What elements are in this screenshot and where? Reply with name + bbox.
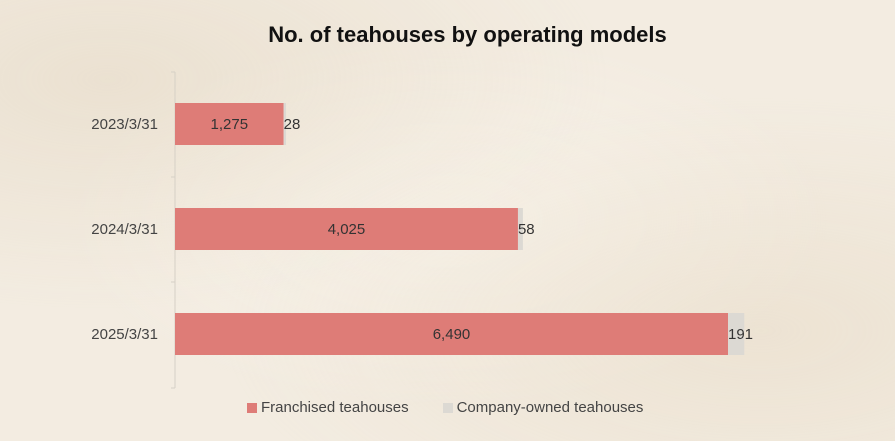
bar-franchised: [175, 208, 518, 250]
bar-company-owned: [728, 313, 745, 355]
category-axis-ticks: [171, 71, 175, 389]
category-label: 2023/3/31: [91, 116, 158, 133]
legend-swatch-company-owned: [442, 402, 453, 413]
value-label-company-owned: 28: [284, 116, 301, 133]
value-label-franchised: 1,275: [211, 116, 249, 133]
category-label: 2024/3/31: [91, 221, 158, 238]
legend-item-franchised: Franchised teahouses: [247, 399, 409, 416]
value-label-franchised: 6,490: [433, 326, 471, 343]
value-labels: 1,275 28 4,025 58 6,490 191: [211, 116, 753, 343]
legend: Franchised teahouses Company-owned teaho…: [247, 399, 643, 416]
value-label-company-owned: 58: [518, 221, 535, 238]
bar-franchised: [175, 103, 284, 145]
bar-company-owned: [283, 103, 287, 145]
category-labels: 2023/3/31 2024/3/31 2025/3/31: [91, 116, 158, 343]
bar-company-owned: [517, 208, 523, 250]
legend-label-company-owned: Company-owned teahouses: [456, 399, 644, 416]
legend-label-franchised: Franchised teahouses: [261, 399, 409, 416]
bars-group: [175, 103, 745, 355]
legend-item-company-owned: Company-owned teahouses: [442, 399, 644, 416]
value-label-company-owned: 191: [728, 326, 753, 343]
bar-franchised: [175, 313, 728, 355]
legend-swatch-franchised: [247, 402, 257, 413]
category-label: 2025/3/31: [91, 326, 158, 343]
value-label-franchised: 4,025: [328, 221, 366, 238]
chart-title: No. of teahouses by operating models: [268, 22, 667, 47]
